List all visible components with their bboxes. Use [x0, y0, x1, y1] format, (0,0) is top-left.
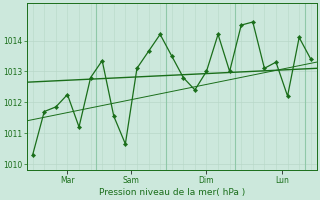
X-axis label: Pression niveau de la mer( hPa ): Pression niveau de la mer( hPa ) [99, 188, 245, 197]
